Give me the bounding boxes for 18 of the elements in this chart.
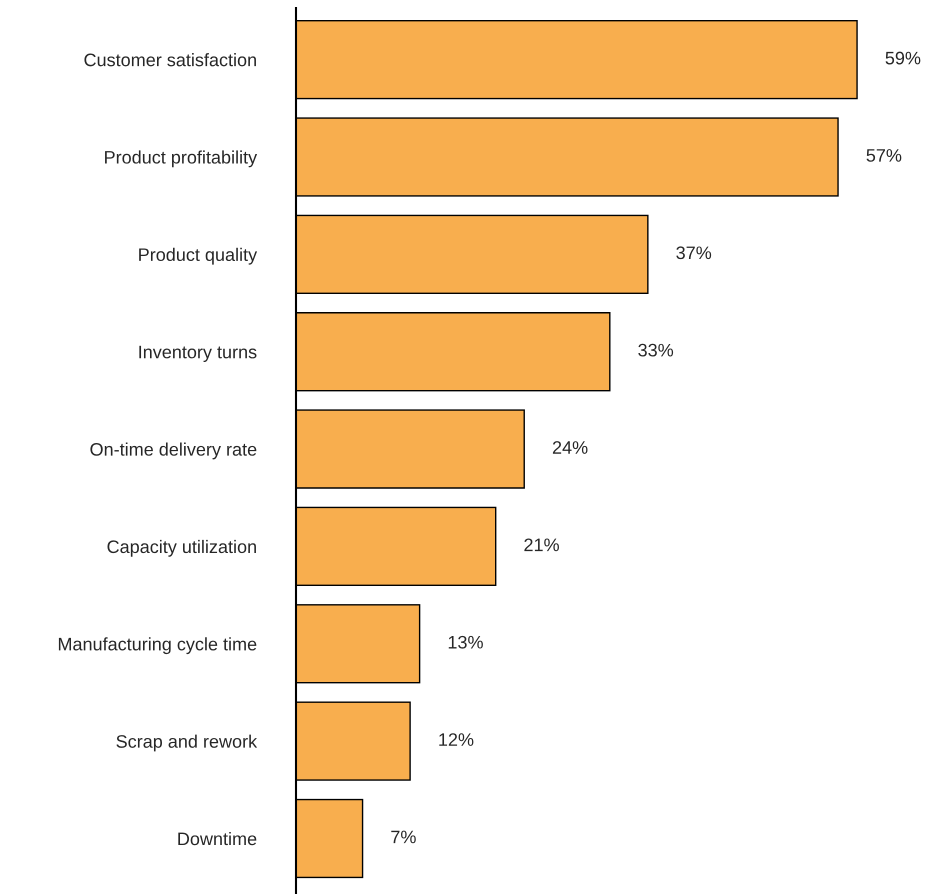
- y-tick-label: Manufacturing cycle time: [58, 637, 256, 654]
- y-tick-label: On-time delivery rate: [90, 442, 256, 460]
- y-tick-label: Scrap and rework: [116, 734, 258, 752]
- data-label: 7%: [391, 830, 416, 844]
- y-tick-label: Product profitability: [105, 150, 258, 168]
- data-label: 21%: [524, 538, 559, 552]
- y-tick-label: Customer satisfaction: [84, 53, 256, 66]
- y-tick-label: Downtime: [178, 832, 256, 846]
- data-label: 24%: [552, 441, 588, 454]
- data-label: 37%: [676, 246, 712, 260]
- y-tick-label: Inventory turns: [139, 346, 256, 362]
- y-tick-label: Product quality: [139, 248, 258, 265]
- data-label: 13%: [448, 636, 483, 649]
- data-label: 57%: [866, 149, 902, 162]
- data-label: 59%: [886, 52, 920, 64]
- y-tick-label: Capacity utilization: [108, 540, 256, 557]
- data-label: 33%: [638, 344, 674, 357]
- data-label: 12%: [439, 733, 474, 746]
